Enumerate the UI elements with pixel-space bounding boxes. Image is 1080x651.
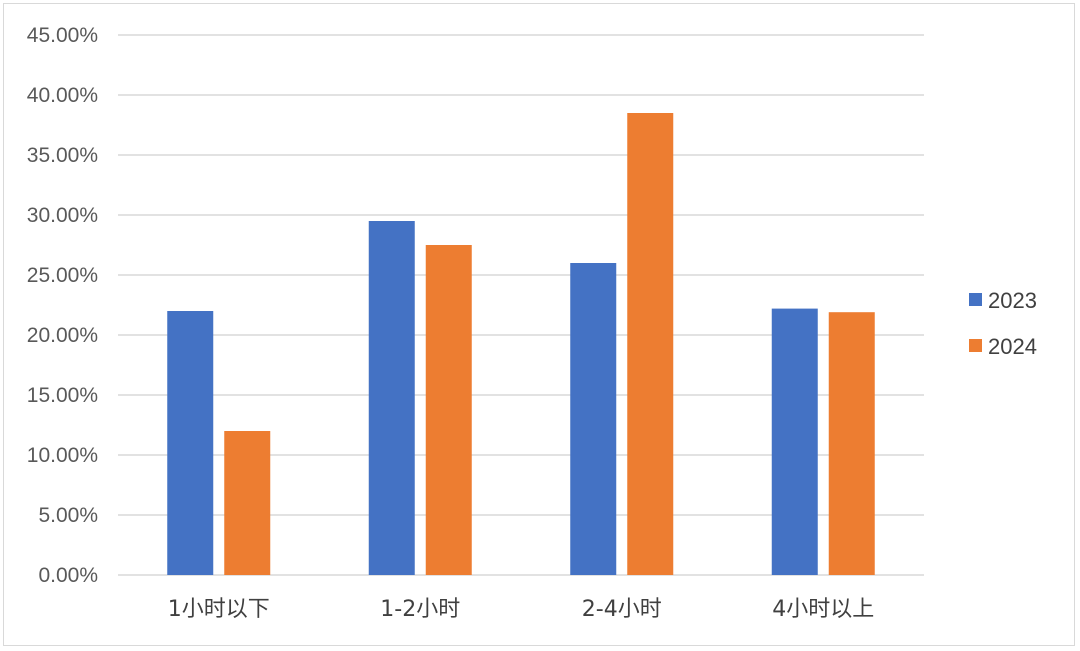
y-tick-label: 0.00% [38,564,98,587]
y-tick-label: 5.00% [38,504,98,527]
y-tick-label: 30.00% [27,204,98,227]
x-category-label: 2-4小时 [582,597,662,622]
legend-swatch-2023 [969,293,982,306]
bar-2024-2 [425,245,472,575]
y-tick-label: 20.00% [27,324,98,347]
x-axis-categories: 1小时以下 1-2小时 2-4小时 4小时以上 [168,597,875,622]
y-tick-label: 15.00% [27,384,98,407]
legend-swatch-2024 [969,339,982,352]
y-tick-label: 25.00% [27,264,98,287]
bar-2023-4 [771,308,818,575]
y-tick-label: 35.00% [27,144,98,167]
y-axis-ticks: 0.00% 5.00% 10.00% 15.00% 20.00% 25.00% 30.00%… [27,24,98,587]
legend-label: 2024 [988,334,1037,359]
bar-2023-2 [368,221,415,575]
bar-2023-3 [570,263,617,575]
legend: 2023 2024 [969,288,1037,359]
bar-2024-3 [627,113,674,575]
y-tick-label: 10.00% [27,444,98,467]
bars [167,113,875,575]
y-tick-label: 40.00% [27,84,98,107]
x-category-label: 4小时以上 [772,597,874,622]
legend-label: 2023 [988,288,1037,313]
y-tick-label: 45.00% [27,24,98,47]
bar-2024-1 [224,431,271,575]
bar-2023-1 [167,311,214,575]
bar-2024-4 [828,312,875,575]
x-category-label: 1-2小时 [380,597,460,622]
x-category-label: 1小时以下 [168,597,270,622]
